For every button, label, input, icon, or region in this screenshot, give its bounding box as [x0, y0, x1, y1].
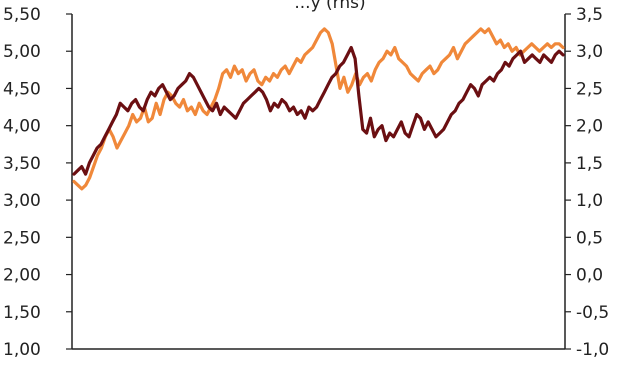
right-tick-label: 0,5 — [576, 228, 603, 248]
left-tick-label: 4,50 — [3, 79, 41, 99]
right-tick-label: 2,0 — [576, 117, 603, 137]
left-tick-label: 2,00 — [3, 266, 41, 286]
right-tick-label: 1,0 — [576, 191, 603, 211]
left-tick-label: 5,50 — [3, 5, 41, 25]
right-tick-label: 0,0 — [576, 266, 603, 286]
left-tick-label: 3,50 — [3, 154, 41, 174]
left-tick-label: 3,00 — [3, 191, 41, 211]
left-tick-label: 1,50 — [3, 303, 41, 323]
left-tick-label: 1,00 — [3, 340, 41, 360]
series-layer — [72, 27, 565, 191]
left-tick-label: 2,50 — [3, 228, 41, 248]
left-y-axis: 5,50 5,00 4,50 4,00 3,50 3,00 2,50 2,00 1,50 1,00 — [3, 5, 73, 360]
series-line-right-axis — [72, 27, 565, 191]
right-tick-label: 2,5 — [576, 79, 603, 99]
series-line-left-axis — [72, 45, 565, 176]
right-tick-label: 1,5 — [576, 154, 603, 174]
right-tick-label: -0,5 — [576, 303, 609, 323]
left-tick-label: 5,00 — [3, 42, 41, 62]
right-y-axis: 3,5 3,0 2,5 2,0 1,5 1,0 0,5 0,0 -0,5 -1,0 — [564, 5, 609, 360]
right-tick-label: -1,0 — [576, 340, 609, 360]
chart-title-fragment: ...y (rhs) — [294, 0, 365, 13]
right-tick-label: 3,5 — [576, 5, 603, 25]
left-tick-label: 4,00 — [3, 117, 41, 137]
right-tick-label: 3,0 — [576, 42, 603, 62]
